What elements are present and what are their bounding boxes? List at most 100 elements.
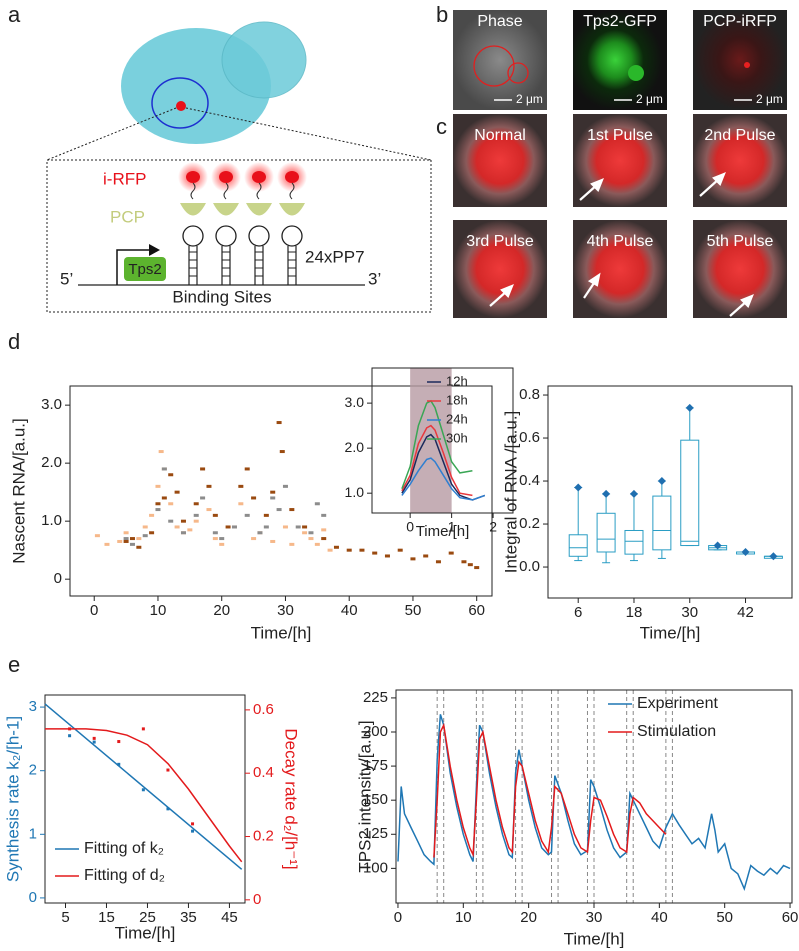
y-tick-label: 150 (363, 791, 388, 808)
x-tick-label: 1 (448, 519, 456, 535)
image-title: 4th Pulse (587, 233, 654, 250)
cell-diagram (46, 21, 432, 313)
x-tick-label: 40 (341, 602, 358, 619)
plot-frame (547, 385, 793, 599)
point (279, 450, 285, 454)
whisker-point (602, 489, 611, 498)
point (423, 554, 429, 558)
chart: 5 15 25 35 45 0 1 2 3 0 0.2 0.4 0.6 Time/[h] Synthesis… (3, 694, 301, 942)
diagram-label: PCP (110, 207, 145, 226)
series-line (401, 424, 473, 497)
rfp (186, 171, 200, 183)
scale-bar-label: 2 μm (636, 92, 663, 106)
point (346, 548, 352, 552)
point (166, 768, 170, 772)
pcp (213, 203, 239, 216)
point (123, 531, 129, 535)
point (191, 829, 195, 833)
point (174, 490, 180, 494)
x-tick-label: 60 (468, 602, 485, 619)
point (158, 450, 164, 454)
y2-axis-label: Decay rate d₂/[h⁻¹] (282, 728, 301, 869)
y-tick-label: 0 (29, 889, 37, 906)
point (410, 557, 416, 561)
point (270, 539, 276, 543)
point (257, 531, 263, 535)
x-tick-label: 20 (213, 602, 230, 619)
point (149, 531, 155, 535)
y-tick-label: 3.0 (345, 394, 365, 410)
image-title: Tps2-GFP (583, 13, 657, 30)
x-tick-label: 30 (586, 909, 603, 926)
diagram-label: Binding Sites (172, 287, 271, 306)
image-title: PCP-iRFP (703, 13, 777, 30)
point (155, 502, 161, 506)
pcp (246, 203, 272, 216)
point (295, 525, 301, 529)
plot-frame (371, 367, 514, 514)
series-line (401, 457, 486, 501)
x-tick-label: 30 (277, 602, 294, 619)
y-tick-label: 3.0 (41, 396, 62, 413)
x-tick-label: 15 (98, 909, 115, 926)
y-tick-label: 0.2 (519, 515, 540, 532)
diagram-label: 5’ (60, 269, 73, 288)
panel-label: b (436, 2, 448, 27)
whisker-point (741, 547, 750, 556)
point (474, 566, 480, 570)
rfp (252, 171, 266, 183)
point (94, 534, 100, 538)
point (238, 484, 244, 488)
point (282, 525, 288, 529)
image-title: Phase (477, 13, 522, 30)
point (206, 484, 212, 488)
legend-label: Fitting of k₂ (84, 840, 164, 857)
point (168, 519, 174, 523)
x-tick-label: 40 (651, 909, 668, 926)
x-axis-label: Time/[h] (564, 929, 625, 948)
point (238, 502, 244, 506)
point (270, 490, 276, 494)
point (193, 502, 199, 506)
pcp (180, 203, 206, 216)
legend-label: Experiment (637, 695, 718, 712)
legend-label: Stimulation (637, 723, 716, 740)
x-tick-label: 18 (626, 604, 643, 621)
point (161, 496, 167, 500)
y2-tick-label: 0.4 (253, 764, 274, 781)
point (251, 496, 257, 500)
point (123, 539, 129, 543)
point (136, 545, 142, 549)
y-tick-label: 2.0 (41, 454, 62, 471)
whisker-point (769, 552, 778, 561)
image-title: 2nd Pulse (704, 127, 775, 144)
y-tick-label: 0 (54, 570, 62, 587)
point (372, 551, 378, 555)
point (180, 519, 186, 523)
point (92, 736, 96, 740)
series-line (397, 714, 791, 892)
point (200, 496, 206, 500)
point (263, 525, 269, 529)
point (212, 531, 218, 535)
point (289, 508, 295, 512)
y-tick-label: 125 (363, 825, 388, 842)
x-tick-label: 0 (90, 602, 98, 619)
point (136, 537, 142, 541)
point (166, 807, 170, 811)
legend-label: 18h (446, 392, 468, 407)
point (314, 502, 320, 506)
x-tick-label: 50 (405, 602, 422, 619)
y2-tick-label: 0.2 (253, 827, 274, 844)
whisker-point (685, 403, 694, 412)
whisker-point (574, 483, 583, 492)
x-tick-label: 10 (150, 602, 167, 619)
y-axis-label: TPS2 intensity/[a.u.] (355, 720, 374, 872)
x-tick-label: 0 (394, 909, 402, 926)
legend-label: 24h (446, 411, 468, 426)
point (212, 537, 218, 541)
hairpin-loop (281, 225, 303, 247)
chart: 0 1 2 1.0 2.0 3.0 Time/[h] 12h 18h 24h 30h (345, 367, 514, 540)
point (282, 484, 288, 488)
